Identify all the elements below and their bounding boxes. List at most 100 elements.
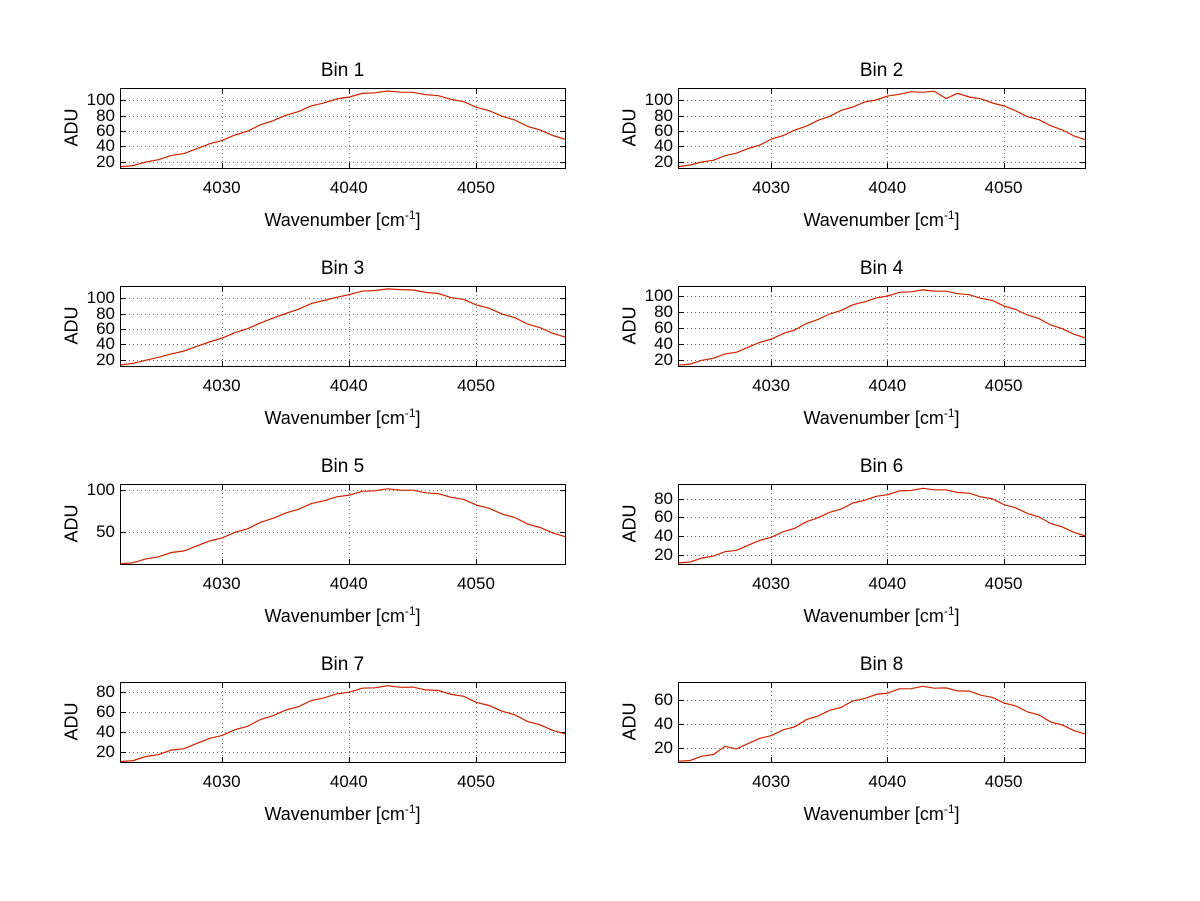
axis-box <box>120 88 566 169</box>
y-tick-label: 100 <box>86 90 115 110</box>
spectrum-line <box>120 685 566 763</box>
x-axis-label-superscript: -1 <box>943 208 955 222</box>
x-tick-label: 4050 <box>984 574 1023 593</box>
x-axis-label-close: ] <box>415 606 421 626</box>
x-axis-label-close: ] <box>954 606 960 626</box>
x-axis-label: Wavenumber [cm-1] <box>678 406 1085 429</box>
x-axis-label-superscript: -1 <box>404 406 416 420</box>
x-tick-label: 4030 <box>202 772 241 791</box>
subplot-title: Bin 5 <box>320 456 365 477</box>
y-tick-label: 40 <box>96 722 115 741</box>
y-tick-label: 40 <box>654 713 673 733</box>
x-axis-label: Wavenumber [cm-1] <box>120 802 565 825</box>
y-tick-label: 20 <box>96 151 115 171</box>
x-axis-label-main: Wavenumber [cm <box>264 606 405 626</box>
axis-box <box>120 682 566 763</box>
x-tick-label: 4050 <box>984 178 1023 197</box>
x-axis-label-main: Wavenumber [cm <box>803 210 944 230</box>
y-tick-label: 40 <box>96 334 115 354</box>
x-tick-label: 4040 <box>868 376 907 395</box>
plot-area-bin-1 <box>120 88 566 169</box>
axis-box <box>678 286 1086 367</box>
y-tick-label: 40 <box>96 136 115 156</box>
x-tick-label: 4030 <box>752 178 790 197</box>
y-tick-label: 60 <box>654 317 673 337</box>
spectrum-line <box>120 90 566 168</box>
y-tick-label: 20 <box>654 151 673 171</box>
x-axis-label: Wavenumber [cm-1] <box>678 802 1085 825</box>
y-tick-label: 80 <box>96 105 115 125</box>
y-tick-label: 80 <box>96 303 115 323</box>
spectrum-line <box>678 289 1086 366</box>
axis-box <box>678 682 1086 763</box>
x-axis-label-main: Wavenumber [cm <box>264 408 405 428</box>
y-tick-label: 80 <box>654 488 673 508</box>
plot-area-bin-4 <box>678 286 1086 367</box>
x-tick-label: 4050 <box>457 574 495 593</box>
x-axis-label-main: Wavenumber [cm <box>803 804 944 824</box>
x-tick-label: 4050 <box>984 772 1023 791</box>
x-tick-label: 4040 <box>329 574 368 593</box>
x-axis-label-main: Wavenumber [cm <box>803 408 944 428</box>
y-tick-label: 100 <box>644 285 673 305</box>
x-axis-label: Wavenumber [cm-1] <box>120 208 565 231</box>
x-axis-label-close: ] <box>954 804 960 824</box>
x-axis-label: Wavenumber [cm-1] <box>120 604 565 627</box>
x-axis-label: Wavenumber [cm-1] <box>678 208 1085 231</box>
plot-area-bin-2 <box>678 88 1086 169</box>
y-tick-label: 20 <box>654 737 673 757</box>
x-axis-label: Wavenumber [cm-1] <box>120 406 565 429</box>
spectrum-line <box>120 488 566 565</box>
x-tick-label: 4050 <box>457 178 495 197</box>
y-tick-label: 100 <box>86 288 115 308</box>
y-tick-label: 20 <box>96 349 115 369</box>
x-axis-label-close: ] <box>415 804 421 824</box>
spectrum-line <box>678 685 1086 762</box>
x-axis-label-main: Wavenumber [cm <box>264 804 405 824</box>
y-tick-label: 40 <box>654 333 673 353</box>
x-tick-label: 4050 <box>457 772 495 791</box>
y-tick-label: 60 <box>96 121 115 141</box>
x-axis-label-close: ] <box>954 210 960 230</box>
axis-box <box>120 484 566 565</box>
x-tick-label: 4050 <box>984 376 1023 395</box>
y-tick-label: 60 <box>96 319 115 339</box>
subplot-title: Bin 3 <box>320 258 365 279</box>
x-axis-label-superscript: -1 <box>404 802 416 816</box>
subplot-title: Bin 4 <box>859 258 904 279</box>
y-tick-label: 100 <box>644 90 673 110</box>
y-tick-label: 100 <box>86 479 115 499</box>
subplot-title: Bin 2 <box>859 60 904 81</box>
spectrum-line <box>678 487 1086 564</box>
x-axis-label-close: ] <box>415 210 421 230</box>
x-tick-label: 4040 <box>868 772 907 791</box>
y-tick-label: 40 <box>654 526 673 546</box>
x-tick-label: 4050 <box>457 376 495 395</box>
y-tick-label: 50 <box>96 522 115 541</box>
x-tick-label: 4040 <box>868 574 907 593</box>
x-axis-label-main: Wavenumber [cm <box>803 606 944 626</box>
x-axis-label: Wavenumber [cm-1] <box>678 604 1085 627</box>
x-tick-label: 4030 <box>202 376 241 395</box>
plot-area-bin-3 <box>120 286 566 367</box>
x-axis-label-superscript: -1 <box>404 604 416 618</box>
spectrum-line <box>678 90 1086 168</box>
subplot-title: Bin 6 <box>859 456 904 477</box>
y-tick-label: 80 <box>96 682 115 701</box>
x-tick-label: 4030 <box>752 574 790 593</box>
axis-box <box>678 484 1086 565</box>
plot-area-bin-7 <box>120 682 566 763</box>
spectrum-line <box>120 288 566 366</box>
y-tick-label: 40 <box>654 136 673 156</box>
y-tick-label: 60 <box>654 507 673 527</box>
axis-box <box>120 286 566 367</box>
y-tick-label: 20 <box>654 349 673 369</box>
x-tick-label: 4040 <box>868 178 907 197</box>
x-axis-label-close: ] <box>415 408 421 428</box>
x-tick-label: 4030 <box>202 178 241 197</box>
subplot-title: Bin 7 <box>320 654 365 675</box>
x-tick-label: 4040 <box>329 376 368 395</box>
axis-box <box>678 88 1086 169</box>
y-tick-label: 60 <box>654 121 673 141</box>
